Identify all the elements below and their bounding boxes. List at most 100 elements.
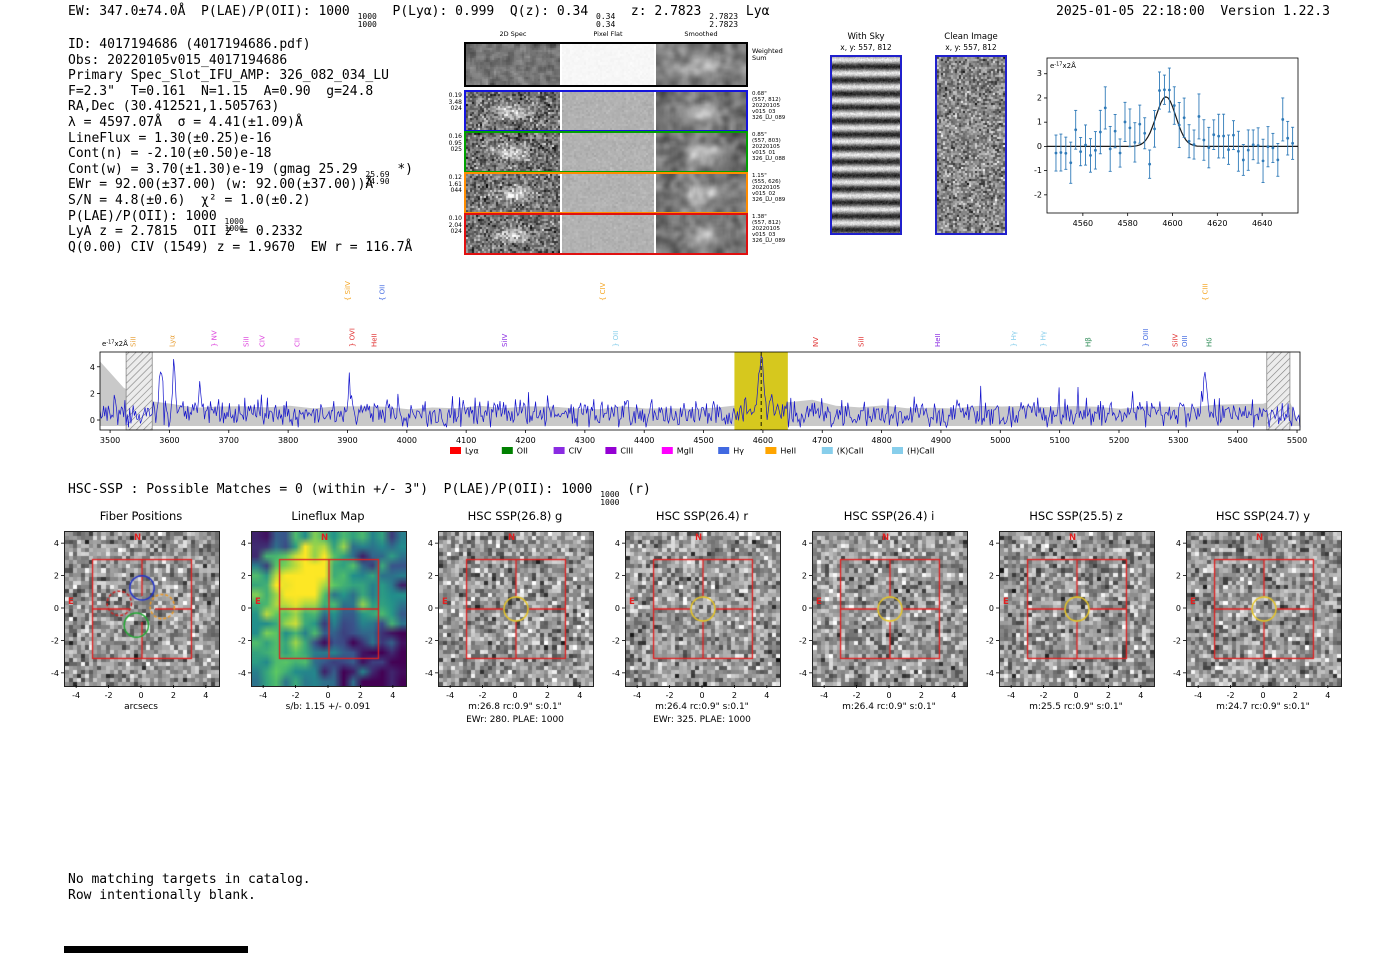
xtick-label: 3800 — [278, 436, 298, 445]
compass-east: E — [68, 597, 74, 607]
emission-line-label: { SiIV — [344, 281, 352, 301]
line-fit-plot: -2 -1 0 1 2 3 4560 4580 4600 4620 4640 e-17x2Å — [1034, 57, 1299, 228]
stacked-fraction: 2.7823 2.7823 — [709, 12, 739, 29]
ytick-label: -4 — [1173, 669, 1181, 678]
twod-spec-image — [466, 174, 560, 212]
cutout-image-heatmap-1 — [251, 531, 407, 687]
weighted-label-line2: Sum — [752, 54, 767, 62]
cutout-caption: m:26.8 rc:0.9" s:0.1" — [468, 702, 562, 712]
compass-east: E — [1003, 597, 1009, 607]
legend-label: MgII — [677, 447, 694, 456]
twod-row — [464, 90, 748, 132]
twod-row — [464, 131, 748, 173]
stacked-fraction: 1000 1000 — [600, 490, 620, 507]
cutout-image-image-5 — [999, 531, 1155, 687]
xtick-label: 3600 — [159, 436, 179, 445]
cutout-title: HSC SSP(26.4) i — [843, 509, 935, 523]
compass-north: N — [882, 533, 890, 543]
xtick-label: 4 — [1138, 691, 1143, 700]
header-summary-line: EW: 347.0±74.0Å P(LAE)/P(OII): 1000 1000… — [68, 4, 770, 29]
ytick-label: 4 — [615, 539, 620, 548]
xtick-label: -2 — [853, 691, 861, 700]
compass-east: E — [816, 597, 822, 607]
info-line: ID: 4017194686 (4017194686.pdf) — [68, 37, 311, 52]
ytick-label: 0 — [241, 604, 246, 613]
emission-line-label: Hβ — [1085, 337, 1093, 347]
xtick-label: 4300 — [575, 436, 595, 445]
legend-label: HeII — [780, 447, 796, 456]
masked-region — [125, 351, 153, 431]
twod-row-weights: 0.19 3.48 024 — [448, 92, 462, 112]
ytick-label: 2 — [1176, 572, 1181, 581]
ytick-label: 4 — [54, 539, 59, 548]
gaussian-fit-curve — [1047, 96, 1298, 147]
ytick-label: -2 — [238, 636, 246, 645]
legend-swatch — [718, 447, 730, 454]
emission-line-label: HeII — [934, 333, 942, 347]
with-sky-image — [832, 57, 900, 233]
xtick-label: 4500 — [693, 436, 713, 445]
ytick-label: 2 — [1037, 93, 1042, 102]
info-line: S/N = 4.8(±0.6) χ² = 1.0(±0.2) — [68, 192, 311, 208]
xtick-label: 0 — [699, 691, 704, 700]
legend-swatch — [821, 447, 833, 454]
twod-col-header-smoothed: Smoothed — [684, 30, 718, 38]
xtick-label: 2 — [545, 691, 550, 700]
cutout-image-image-4 — [812, 531, 968, 687]
xtick-label: 5500 — [1287, 436, 1307, 445]
cutout-title: HSC SSP(24.7) y — [1215, 509, 1311, 523]
twod-row — [464, 213, 748, 255]
weighted-flat-image — [562, 44, 654, 85]
legend-label: (H)CaII — [907, 447, 934, 456]
compass-north: N — [321, 533, 329, 543]
info-line: Cont(w) = 3.70(±1.30)e-19 (gmag 25.29 25… — [68, 161, 413, 187]
pixel-flat-image — [562, 215, 654, 253]
legend-label: OII — [517, 447, 528, 456]
xtick-label: 0 — [325, 691, 330, 700]
xtick-label: 0 — [512, 691, 517, 700]
info-line: EWr = 92.00(±37.00) (w: 92.00(±37.00))Å — [68, 177, 374, 193]
ytick-label: 2 — [428, 572, 433, 581]
xtick-label: 5000 — [990, 436, 1010, 445]
info-line: Cont(n) = -2.10(±0.50)e-18 — [68, 146, 272, 162]
info-line: P(LAE)/P(OII): 1000 1000 1000 — [68, 208, 244, 234]
ytick-label: -2 — [1173, 636, 1181, 645]
cutout-title: HSC SSP(25.5) z — [1029, 509, 1123, 523]
twod-row-meta: 0.85" (557, 803) 20220105 v015_01 326_LU_088 — [752, 132, 786, 162]
xtick-label: 4580 — [1117, 219, 1137, 228]
xtick-label: 5200 — [1109, 436, 1129, 445]
with-sky-title: With Sky — [847, 32, 885, 42]
info-line: RA,Dec (30.412521,1.505763) — [68, 99, 280, 115]
stacked-fraction: 25.69 24.90 — [365, 169, 390, 187]
ytick-label: -4 — [51, 669, 59, 678]
pixel-flat-image — [562, 174, 654, 212]
twod-spec-image — [466, 92, 560, 130]
info-line: Obs: 20220105v015_4017194686 — [68, 52, 288, 68]
ytick-label: -4 — [425, 669, 433, 678]
emission-line-label: } OII — [612, 331, 620, 347]
emission-line-label: } NV — [210, 330, 218, 347]
ytick-label: 2 — [241, 572, 246, 581]
info-line: Primary Spec_Slot_IFU_AMP: 326_082_034_L… — [68, 68, 389, 84]
hsc-match-line: HSC-SSP : Possible Matches = 0 (within +… — [68, 482, 651, 507]
cutout-caption: EWr: 325. PLAE: 1000 — [653, 715, 751, 725]
cutout-caption: EWr: 280. PLAE: 1000 — [466, 715, 564, 725]
ytick-label: -2 — [612, 636, 620, 645]
xtick-label: -2 — [1040, 691, 1048, 700]
ytick-label: 4 — [241, 539, 246, 548]
xtick-label: 4100 — [456, 436, 476, 445]
ytick-label: -4 — [986, 669, 994, 678]
emission-line-label: } Hγ — [1010, 331, 1018, 347]
pixel-flat-image — [562, 92, 654, 130]
legend-label: Hγ — [733, 447, 744, 456]
compass-east: E — [629, 597, 635, 607]
cutout-image-fibers-0 — [64, 531, 220, 687]
ytick-label: 4 — [989, 539, 994, 548]
emission-line-label: { CIII — [1202, 283, 1210, 301]
xtick-label: -2 — [1227, 691, 1235, 700]
ytick-label: -2 — [1034, 190, 1042, 199]
xtick-label: 0 — [886, 691, 891, 700]
weighted-smoothed-image — [656, 44, 746, 85]
bottom-black-bar — [64, 946, 248, 953]
stacked-fraction: 0.34 0.34 — [596, 12, 616, 29]
